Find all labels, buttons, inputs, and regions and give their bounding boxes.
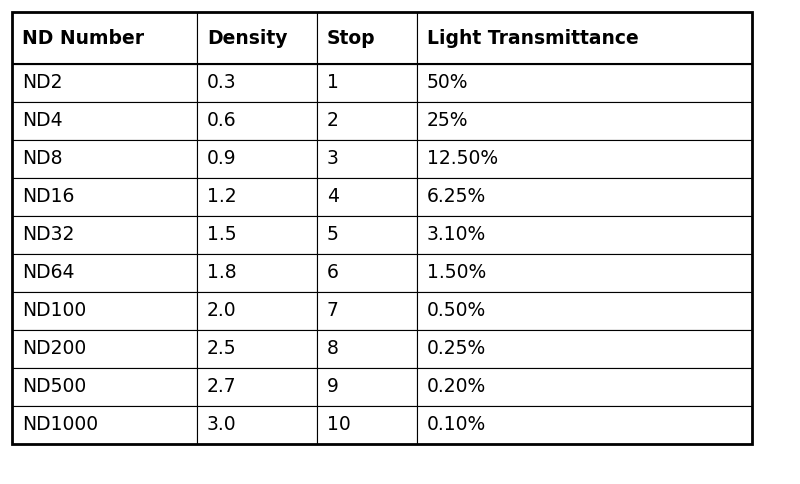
Bar (317, 102, 417, 140)
Text: 0.10%: 0.10% (427, 415, 486, 435)
Bar (197, 12, 317, 64)
Bar (417, 64, 752, 102)
Text: ND4: ND4 (22, 111, 62, 131)
Text: 0.9: 0.9 (207, 150, 237, 168)
Bar (197, 216, 317, 254)
Bar (12, 64, 197, 102)
Bar (12, 330, 197, 368)
Bar (197, 292, 317, 330)
Bar (317, 178, 417, 216)
Bar (197, 64, 317, 102)
Bar (417, 254, 752, 292)
Text: 6.25%: 6.25% (427, 187, 486, 207)
Text: ND Number: ND Number (22, 29, 144, 47)
Bar (317, 12, 417, 64)
Text: 3: 3 (327, 150, 339, 168)
Bar (12, 292, 197, 330)
Text: 5: 5 (327, 226, 339, 244)
Text: ND64: ND64 (22, 263, 74, 283)
Text: 2.7: 2.7 (207, 378, 237, 396)
Bar (12, 216, 197, 254)
Bar (317, 254, 417, 292)
Bar (417, 406, 752, 444)
Bar (317, 64, 417, 102)
Text: 1.5: 1.5 (207, 226, 237, 244)
Bar (197, 178, 317, 216)
Bar (417, 292, 752, 330)
Text: 2.5: 2.5 (207, 339, 237, 359)
Bar (197, 102, 317, 140)
Bar (317, 292, 417, 330)
Text: ND32: ND32 (22, 226, 74, 244)
Text: 3.0: 3.0 (207, 415, 237, 435)
Text: 9: 9 (327, 378, 339, 396)
Text: Stop: Stop (327, 29, 376, 47)
Bar (417, 368, 752, 406)
Text: 6: 6 (327, 263, 339, 283)
Text: ND500: ND500 (22, 378, 86, 396)
Bar (197, 368, 317, 406)
Text: 0.6: 0.6 (207, 111, 237, 131)
Text: Density: Density (207, 29, 287, 47)
Text: ND8: ND8 (22, 150, 62, 168)
Bar (417, 216, 752, 254)
Bar (12, 102, 197, 140)
Text: 2.0: 2.0 (207, 302, 237, 320)
Bar (317, 216, 417, 254)
Text: 50%: 50% (427, 74, 469, 92)
Text: 0.3: 0.3 (207, 74, 237, 92)
Bar (12, 178, 197, 216)
Bar (417, 140, 752, 178)
Bar (12, 140, 197, 178)
Text: ND200: ND200 (22, 339, 86, 359)
Bar (197, 254, 317, 292)
Text: 1.2: 1.2 (207, 187, 237, 207)
Text: 0.25%: 0.25% (427, 339, 486, 359)
Text: ND100: ND100 (22, 302, 86, 320)
Text: Light Transmittance: Light Transmittance (427, 29, 638, 47)
Bar (197, 140, 317, 178)
Bar (417, 12, 752, 64)
Bar (197, 406, 317, 444)
Text: ND1000: ND1000 (22, 415, 98, 435)
Bar (12, 12, 752, 444)
Bar (317, 330, 417, 368)
Bar (417, 178, 752, 216)
Text: ND2: ND2 (22, 74, 62, 92)
Text: 2: 2 (327, 111, 339, 131)
Bar (12, 254, 197, 292)
Text: 25%: 25% (427, 111, 469, 131)
Bar (317, 368, 417, 406)
Bar (417, 330, 752, 368)
Bar (317, 140, 417, 178)
Text: 3.10%: 3.10% (427, 226, 486, 244)
Text: 0.20%: 0.20% (427, 378, 486, 396)
Bar (12, 368, 197, 406)
Text: 8: 8 (327, 339, 339, 359)
Text: 1.50%: 1.50% (427, 263, 486, 283)
Bar (317, 406, 417, 444)
Bar (197, 330, 317, 368)
Text: 4: 4 (327, 187, 339, 207)
Text: 0.50%: 0.50% (427, 302, 486, 320)
Bar (417, 102, 752, 140)
Text: 10: 10 (327, 415, 350, 435)
Bar (12, 12, 197, 64)
Text: ND16: ND16 (22, 187, 74, 207)
Text: 1.8: 1.8 (207, 263, 237, 283)
Text: 7: 7 (327, 302, 339, 320)
Bar (12, 406, 197, 444)
Text: 12.50%: 12.50% (427, 150, 498, 168)
Text: 1: 1 (327, 74, 339, 92)
